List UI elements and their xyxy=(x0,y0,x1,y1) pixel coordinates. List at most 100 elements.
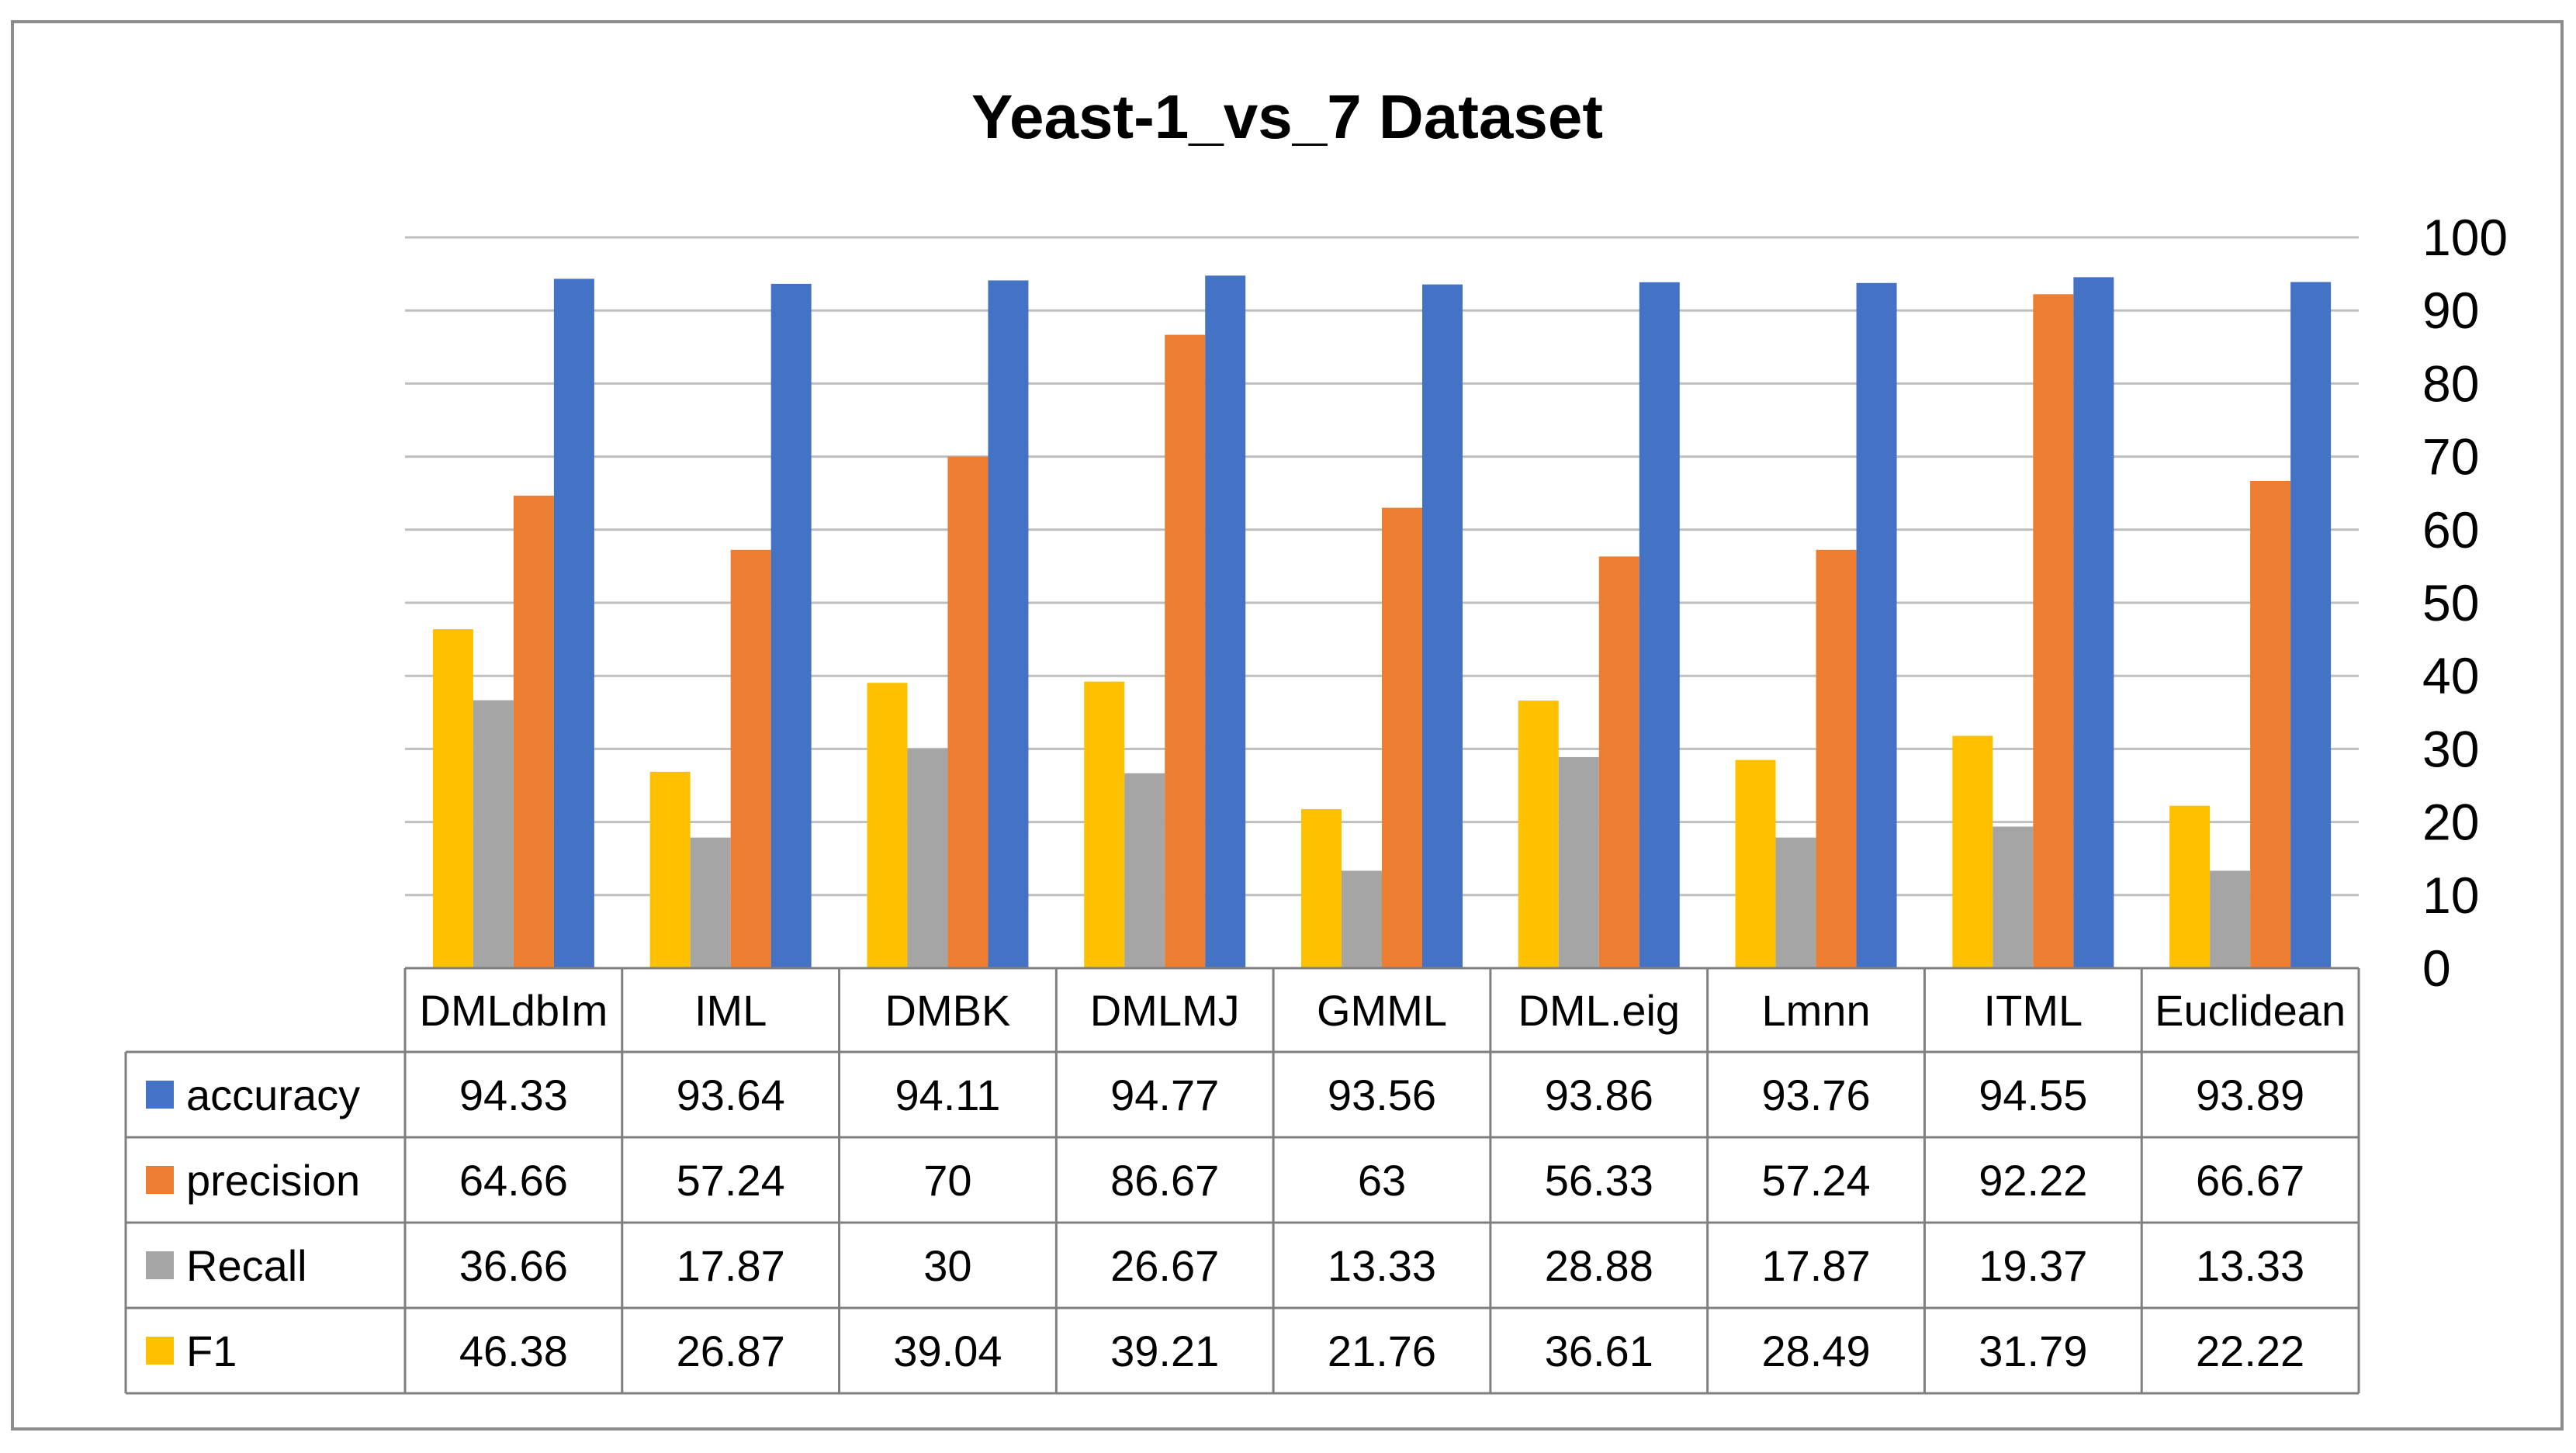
data-label: 93.56 xyxy=(1328,1071,1436,1119)
data-label: 39.21 xyxy=(1110,1327,1219,1375)
y-tick-label: 60 xyxy=(2422,501,2479,559)
bar-recall-dmbk xyxy=(907,749,948,968)
bars xyxy=(432,275,2332,969)
data-label: 94.11 xyxy=(895,1071,1000,1119)
bar-accuracy-gmml xyxy=(1422,284,1463,968)
data-label: 31.79 xyxy=(1979,1327,2087,1375)
bar-f1-dmbk xyxy=(867,683,908,968)
chart-frame xyxy=(11,20,2564,1431)
legend-label: precision xyxy=(186,1156,360,1205)
legend-key-recall xyxy=(146,1251,174,1279)
bar-recall-dmlmj xyxy=(1124,773,1165,968)
data-label: 93.89 xyxy=(2196,1071,2304,1119)
x-tick-label: DMLMJ xyxy=(1090,986,1240,1035)
x-tick-label: DMLdbIm xyxy=(420,986,608,1035)
data-label: 70 xyxy=(923,1156,971,1205)
bar-precision-dmlmj xyxy=(1165,334,1206,968)
legend-key-precision xyxy=(146,1166,174,1194)
data-label: 17.87 xyxy=(677,1241,785,1290)
x-tick-label: IML xyxy=(694,986,767,1035)
x-tick-label: GMML xyxy=(1317,986,1447,1035)
x-tick-label: DML.eig xyxy=(1518,986,1681,1035)
data-label: 94.33 xyxy=(459,1071,568,1119)
legend-label: F1 xyxy=(186,1327,237,1375)
data-label: 64.66 xyxy=(459,1156,568,1205)
bar-precision-dml-eig xyxy=(1598,556,1639,968)
y-tick-label: 70 xyxy=(2422,428,2479,486)
y-tick-label: 30 xyxy=(2422,720,2479,777)
bar-f1-dmlmj xyxy=(1084,681,1125,968)
bar-f1-dml-eig xyxy=(1518,701,1559,968)
y-tick-label: 20 xyxy=(2422,794,2479,851)
data-label: 22.22 xyxy=(2196,1327,2304,1375)
data-label: 26.67 xyxy=(1110,1241,1219,1290)
data-label: 93.86 xyxy=(1545,1071,1653,1119)
y-tick-label: 50 xyxy=(2422,574,2479,631)
bar-accuracy-dml-eig xyxy=(1639,282,1680,968)
bar-f1-iml xyxy=(649,771,691,968)
data-label: 13.33 xyxy=(1328,1241,1436,1290)
data-label: 63 xyxy=(1358,1156,1406,1205)
bar-precision-dmldbim xyxy=(513,495,554,968)
data-label: 39.04 xyxy=(893,1327,1002,1375)
legend-key-accuracy xyxy=(146,1081,174,1109)
data-label: 21.76 xyxy=(1328,1327,1436,1375)
data-label: 92.22 xyxy=(1979,1156,2087,1205)
y-tick-label: 40 xyxy=(2422,647,2479,704)
y-axis: 0 10 20 30 40 50 60 70 80 90 100 xyxy=(2422,209,2508,997)
data-label: 13.33 xyxy=(2196,1241,2304,1290)
x-tick-label: ITML xyxy=(1984,986,2083,1035)
bar-f1-itml xyxy=(1952,735,1993,968)
bar-precision-itml xyxy=(2033,294,2074,968)
bar-recall-dml-eig xyxy=(1558,756,1599,968)
y-tick-label: 0 xyxy=(2422,939,2451,997)
data-label: 19.37 xyxy=(1979,1241,2087,1290)
data-label: 94.55 xyxy=(1979,1071,2087,1119)
bar-recall-gmml xyxy=(1342,870,1382,968)
chart-title: Yeast-1_vs_7 Dataset xyxy=(971,82,1603,151)
data-label: 36.66 xyxy=(459,1241,568,1290)
x-tick-label: Lmnn xyxy=(1762,986,1871,1035)
data-label: 28.49 xyxy=(1761,1327,1870,1375)
bar-precision-iml xyxy=(730,549,771,968)
bar-f1-dmldbim xyxy=(432,629,473,968)
y-tick-label: 80 xyxy=(2422,355,2479,412)
bar-precision-dmbk xyxy=(947,456,989,968)
data-label: 66.67 xyxy=(2196,1156,2304,1205)
data-label: 56.33 xyxy=(1545,1156,1653,1205)
data-label: 17.87 xyxy=(1761,1241,1870,1290)
y-tick-label: 90 xyxy=(2422,282,2479,339)
legend-label: accuracy xyxy=(186,1071,360,1119)
data-table: DMLdbIm IML DMBK DMLMJ GMML DML.eig Lmnn ITML Eu… xyxy=(124,967,2360,1395)
bar-accuracy-euclidean xyxy=(2290,282,2332,968)
bar-f1-euclidean xyxy=(2169,805,2211,968)
legend-label: Recall xyxy=(186,1241,307,1290)
legend-key-f1 xyxy=(146,1337,174,1365)
data-label: 93.76 xyxy=(1761,1071,1870,1119)
bar-f1-gmml xyxy=(1301,809,1342,968)
bar-precision-euclidean xyxy=(2250,480,2291,968)
data-label: 26.87 xyxy=(677,1327,785,1375)
data-label: 86.67 xyxy=(1110,1156,1219,1205)
data-label: 36.61 xyxy=(1545,1327,1653,1375)
bar-accuracy-iml xyxy=(770,283,812,968)
data-label: 57.24 xyxy=(677,1156,785,1205)
bar-accuracy-dmldbim xyxy=(553,278,594,969)
data-label: 30 xyxy=(923,1241,971,1290)
data-label: 93.64 xyxy=(677,1071,785,1119)
bar-recall-euclidean xyxy=(2210,870,2251,968)
bar-recall-itml xyxy=(1993,826,2034,968)
y-tick-label: 10 xyxy=(2422,867,2479,924)
bar-accuracy-dmbk xyxy=(988,280,1029,969)
data-label: 46.38 xyxy=(459,1327,568,1375)
bar-accuracy-itml xyxy=(2073,277,2114,968)
y-tick-label: 100 xyxy=(2422,209,2508,266)
bar-recall-lmnn xyxy=(1775,837,1816,968)
bar-recall-dmldbim xyxy=(473,700,514,968)
bar-accuracy-lmnn xyxy=(1856,282,1897,969)
bar-precision-lmnn xyxy=(1816,549,1857,968)
x-tick-label: DMBK xyxy=(885,986,1011,1035)
bar-f1-lmnn xyxy=(1735,759,1776,968)
bar-precision-gmml xyxy=(1382,507,1422,968)
